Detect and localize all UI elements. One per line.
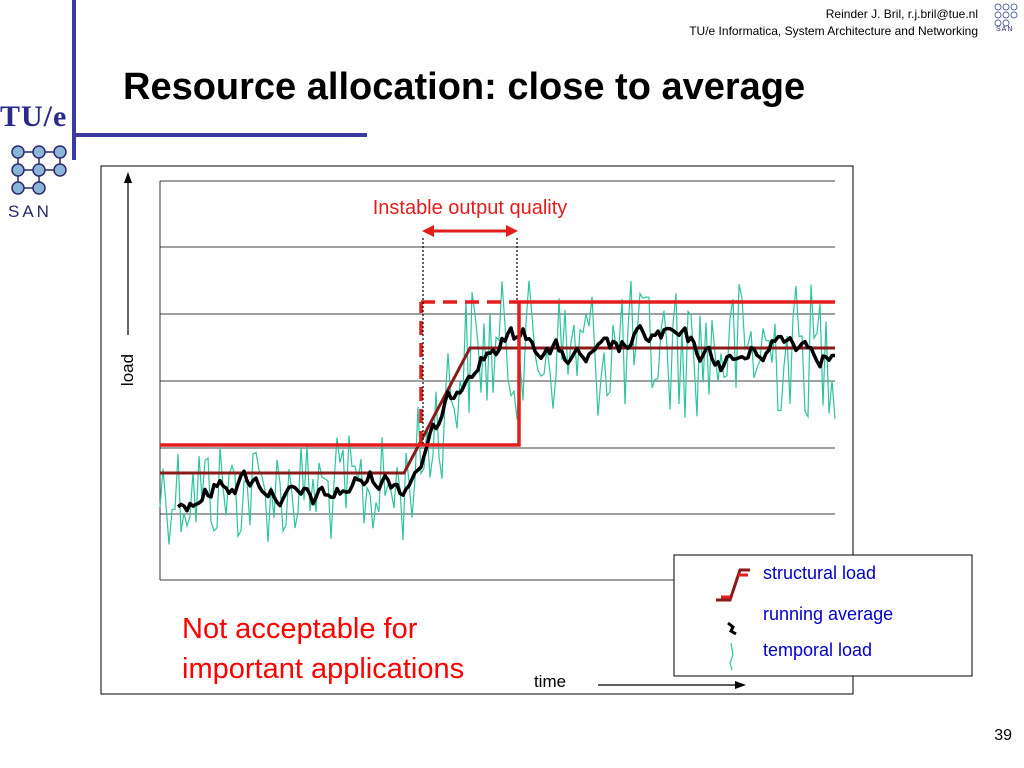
author-line: Reinder J. Bril, r.j.bril@tue.nl (825, 7, 978, 21)
instability-annotation: Instable output quality (373, 197, 568, 219)
legend-running-label: running average (763, 604, 893, 624)
legend-structural-swatch (716, 568, 750, 602)
y-axis-arrow (124, 172, 132, 335)
san-logo-small-icon (994, 3, 1018, 27)
san-logo-small-text: SAN (996, 26, 1014, 33)
san-logo-network-icon (11, 145, 67, 195)
y-axis-label: load (118, 354, 137, 386)
legend-structural-label: structural load (763, 563, 876, 583)
legend-temporal-swatch (729, 642, 734, 671)
structural-load-line (160, 346, 835, 475)
warning-box (165, 595, 520, 690)
warning-text-line-1: Not acceptable for (182, 613, 418, 645)
x-axis-arrow (598, 681, 746, 689)
title-vertical-accent-bar (72, 0, 76, 160)
title-horizontal-accent-bar (76, 133, 367, 137)
running-average-line (176, 324, 835, 513)
legend: structural load running average temporal… (673, 554, 973, 677)
san-logo-text: SAN (8, 202, 52, 221)
warning-text-line-2: important applications (182, 653, 464, 685)
slide-title: Resource allocation: close to average (123, 66, 806, 108)
x-axis-label: time (534, 672, 566, 691)
affiliation-line: TU/e Informatica, System Architecture an… (689, 24, 978, 38)
slide-header: Reinder J. Bril, r.j.bril@tue.nl TU/e In… (689, 6, 978, 40)
instability-interval-marker (422, 225, 518, 445)
legend-running-swatch (727, 621, 737, 636)
resource-allocation-line (160, 300, 835, 447)
page-number: 39 (994, 727, 1012, 744)
legend-temporal-label: temporal load (763, 640, 872, 660)
tue-logo-text: TU/e (0, 100, 68, 133)
